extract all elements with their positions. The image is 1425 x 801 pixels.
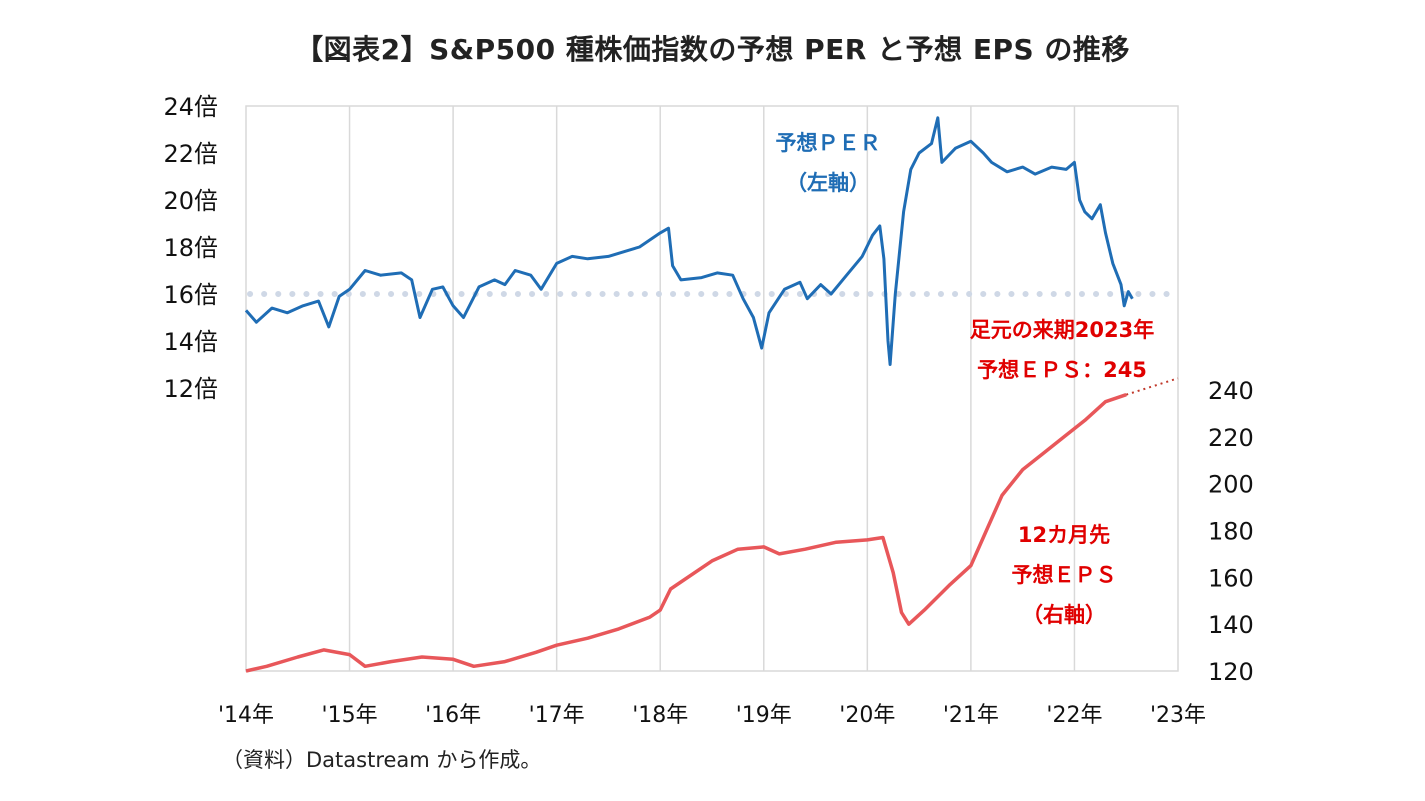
- right-tick-label: 160: [1208, 564, 1254, 592]
- label-line: 予想ＰＥＲ: [776, 131, 881, 155]
- x-tick-label: '22年: [1046, 703, 1102, 728]
- eps-2023-note: 足元の来期2023年予想ＥＰＳ：245: [970, 318, 1154, 382]
- right-axis-ticks: 120 140 160 180 200 220 240: [1208, 377, 1254, 686]
- label-line: 12カ月先: [1018, 523, 1110, 547]
- right-tick-label: 120: [1208, 658, 1254, 686]
- chart-title: 【図表2】S&P500 種株価指数の予想 PER と予想 EPS の推移: [295, 33, 1130, 66]
- label-line: 足元の来期2023年: [970, 318, 1154, 342]
- right-tick-label: 180: [1208, 518, 1254, 546]
- vertical-gridlines: [348, 106, 1076, 671]
- left-tick-label: 24倍: [163, 93, 218, 121]
- x-tick-label: '15年: [322, 703, 378, 728]
- x-tick-label: '18年: [632, 703, 688, 728]
- left-tick-label: 22倍: [163, 140, 218, 168]
- label-line: （右軸）: [1022, 603, 1106, 627]
- right-tick-label: 140: [1208, 611, 1254, 639]
- x-tick-label: '19年: [736, 703, 792, 728]
- eps-series-label: 12カ月先予想ＥＰＳ （右軸）: [1012, 523, 1117, 627]
- x-axis-ticks: '14年 '15年 '16年 '17年 '18年 '19年 '20年 '21年 '22年 '23年: [218, 703, 1206, 728]
- left-tick-label: 16倍: [163, 281, 218, 309]
- left-axis-ticks: 12倍 14倍 16倍 18倍 20倍 22倍 24倍: [163, 93, 218, 403]
- left-tick-label: 12倍: [163, 375, 218, 403]
- per-series-line: [244, 116, 1134, 366]
- right-tick-label: 220: [1208, 424, 1254, 452]
- x-tick-label: '21年: [943, 703, 999, 728]
- right-tick-label: 200: [1208, 471, 1254, 499]
- right-tick-label: 240: [1208, 377, 1254, 405]
- per-series-label: 予想ＰＥＲ （左軸）: [776, 131, 881, 195]
- x-tick-label: '16年: [425, 703, 481, 728]
- x-tick-label: '17年: [529, 703, 585, 728]
- left-tick-label: 14倍: [163, 328, 218, 356]
- label-line: 予想ＥＰＳ：245: [977, 358, 1147, 382]
- x-tick-label: '20年: [839, 703, 895, 728]
- left-tick-label: 20倍: [163, 187, 218, 215]
- left-tick-label: 18倍: [163, 234, 218, 262]
- label-line: 予想ＥＰＳ: [1012, 563, 1117, 587]
- x-tick-label: '14年: [218, 703, 274, 728]
- x-tick-label: '23年: [1150, 703, 1206, 728]
- source-note: （資料）Datastream から作成。: [222, 748, 542, 772]
- eps-series-line: [245, 393, 1127, 673]
- plot-area-border: [245, 105, 1179, 672]
- label-line: （左軸）: [786, 171, 870, 195]
